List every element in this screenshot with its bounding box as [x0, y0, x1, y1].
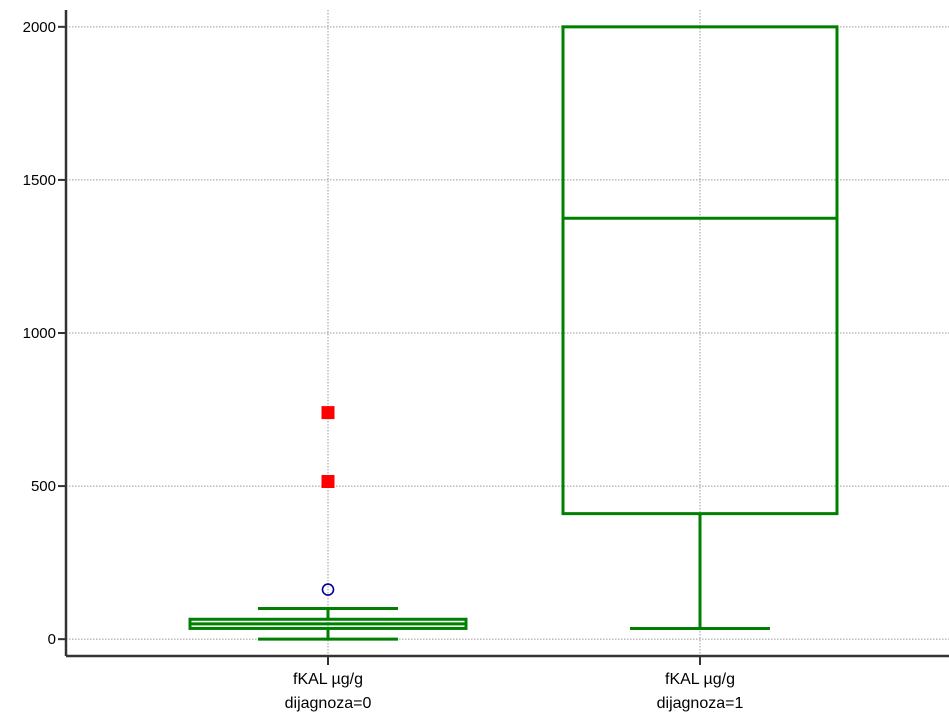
y-tick-label-4: 2000 [23, 19, 56, 36]
y-ticks: 0 500 1000 1500 2000 [23, 19, 66, 648]
x-tick-label-0-line2: dijagnoza=0 [285, 695, 372, 712]
box-1 [561, 25, 839, 630]
far-outlier-point-0-1 [321, 406, 335, 420]
x-tick-label-1-line2: dijagnoza=1 [657, 695, 744, 712]
box-0 [188, 607, 468, 641]
y-tick-label-2: 1000 [23, 325, 56, 342]
iqr-box-1 [561, 25, 839, 516]
x-tick-label-1-line1: fKAL µg/g [665, 671, 735, 688]
x-ticks: fKAL µg/g dijagnoza=0 fKAL µg/g dijagnoza=1 [285, 656, 744, 712]
far-outlier-point-0-0 [321, 474, 335, 488]
horizontal-gridlines [66, 26, 949, 640]
boxes [188, 25, 839, 641]
y-tick-label-1: 500 [31, 478, 56, 495]
outlier-point-0-0 [321, 583, 335, 596]
x-tick-label-0-line1: fKAL µg/g [293, 671, 363, 688]
y-tick-label-0: 0 [48, 631, 56, 648]
y-tick-label-3: 1500 [23, 172, 56, 189]
outlier-points [321, 406, 335, 596]
